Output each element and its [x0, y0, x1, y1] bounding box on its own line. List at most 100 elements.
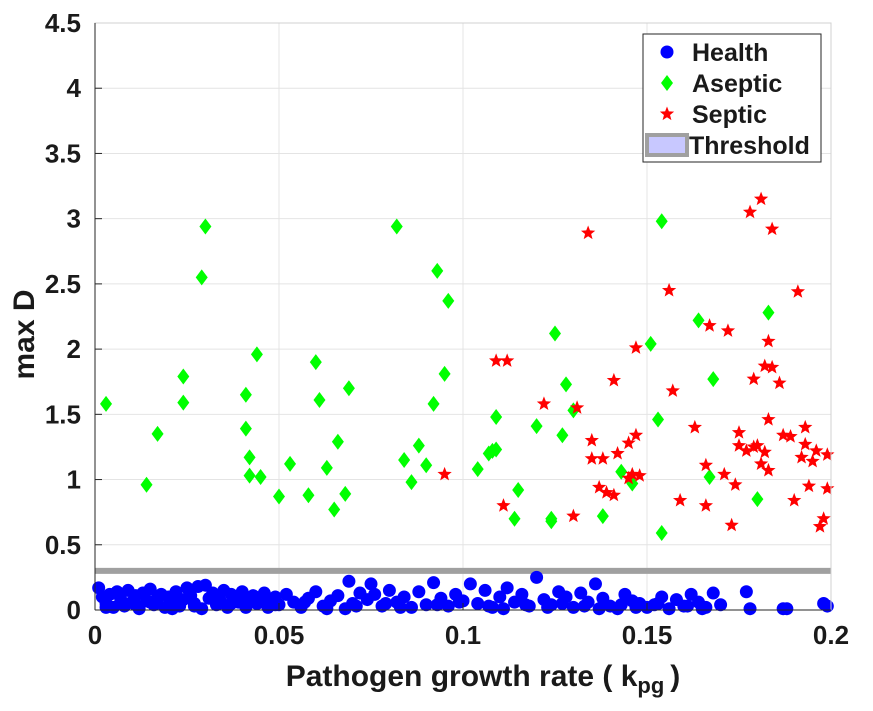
aseptic-point: [707, 371, 720, 388]
health-point: [382, 583, 396, 597]
health-point: [780, 602, 794, 616]
health-point: [515, 587, 529, 601]
health-point: [577, 599, 591, 613]
health-point: [404, 600, 418, 614]
septic-point: [698, 498, 714, 512]
septic-point: [536, 396, 552, 410]
health-point: [500, 581, 514, 595]
septic-point: [610, 445, 625, 460]
legend-label-health: Health: [692, 39, 768, 67]
aseptic-point: [254, 468, 267, 485]
aseptic-point: [615, 463, 628, 480]
x-tick-label: 0.15: [622, 620, 673, 650]
septic-point: [621, 470, 636, 485]
septic-point: [717, 466, 732, 481]
aseptic-point: [342, 380, 355, 397]
health-point: [309, 585, 323, 599]
axis-ticks: 0 0.05 0.1 0.15 0.2 0 0.5 1 1.5 2 2.5 3 3.5 4 4.5: [45, 8, 849, 650]
series-septic: [437, 191, 835, 533]
health-point: [187, 599, 201, 613]
aseptic-point: [405, 474, 418, 491]
aseptic-point: [655, 213, 668, 230]
septic-point: [757, 444, 772, 459]
septic-point: [739, 443, 754, 457]
health-point: [143, 595, 157, 609]
health-point: [463, 577, 477, 591]
health-point: [496, 602, 510, 616]
aseptic-point: [239, 386, 252, 403]
health-point: [662, 602, 676, 616]
septic-point: [801, 478, 817, 493]
aseptic-point: [545, 510, 558, 527]
septic-point: [569, 400, 585, 414]
aseptic-point: [302, 487, 315, 504]
health-point: [419, 598, 433, 612]
septic-point: [665, 383, 680, 397]
y-tick-label: 3.5: [45, 138, 81, 168]
x-axis-label-main: Pathogen growth rate ( k: [286, 660, 638, 693]
septic-point: [820, 447, 835, 461]
y-tick-label: 4.5: [45, 8, 81, 38]
health-point: [99, 600, 113, 614]
septic-point: [720, 323, 736, 337]
health-point: [393, 600, 407, 614]
health-point: [714, 598, 728, 612]
septic-point: [584, 451, 599, 465]
health-point: [574, 586, 588, 600]
septic-point: [753, 191, 769, 206]
health-point: [592, 602, 606, 616]
legend: Health Aseptic Septic Threshold: [642, 33, 822, 163]
aseptic-point: [140, 476, 153, 493]
septic-point: [702, 318, 717, 332]
health-point: [379, 596, 393, 610]
septic-point: [820, 481, 835, 495]
threshold-line: [95, 567, 831, 574]
septic-point: [628, 340, 644, 354]
septic-point: [742, 204, 758, 219]
aseptic-point: [243, 467, 256, 484]
septic-point: [812, 519, 828, 533]
health-point: [614, 598, 628, 612]
legend-label-threshold: Threshold: [689, 132, 810, 160]
septic-point: [621, 435, 636, 450]
health-point: [820, 599, 834, 613]
septic-point: [698, 457, 714, 472]
septic-point: [757, 358, 772, 373]
aseptic-point: [177, 394, 190, 411]
septic-point: [599, 485, 614, 499]
aseptic-point: [390, 218, 403, 235]
septic-point: [595, 451, 610, 465]
septic-point: [592, 479, 607, 494]
septic-point: [606, 487, 622, 502]
health-point: [268, 598, 282, 612]
septic-point: [805, 453, 820, 468]
health-point: [165, 602, 179, 616]
y-tick-label: 2.5: [45, 269, 81, 299]
y-tick-label: 1: [67, 465, 81, 495]
health-point: [143, 582, 157, 596]
health-point: [493, 590, 507, 604]
septic-point: [731, 438, 747, 452]
septic-point: [787, 492, 802, 507]
septic-point: [776, 427, 791, 442]
septic-point: [580, 225, 596, 240]
health-point: [555, 596, 569, 610]
health-point: [739, 585, 753, 599]
aseptic-point: [100, 395, 113, 412]
health-point: [320, 602, 334, 616]
legend-label-septic: Septic: [692, 101, 767, 129]
aseptic-point: [309, 354, 322, 371]
health-point: [478, 583, 492, 597]
septic-point: [488, 353, 504, 367]
health-point: [680, 599, 694, 613]
threshold-band: [95, 567, 831, 574]
aseptic-point: [490, 441, 503, 458]
aseptic-point: [398, 451, 411, 468]
health-point: [651, 596, 665, 610]
septic-point: [794, 449, 809, 464]
x-tick-label: 0.2: [813, 620, 849, 650]
aseptic-point: [199, 218, 212, 235]
septic-point: [728, 477, 743, 491]
aseptic-point: [412, 437, 425, 454]
aseptic-point: [692, 312, 705, 329]
